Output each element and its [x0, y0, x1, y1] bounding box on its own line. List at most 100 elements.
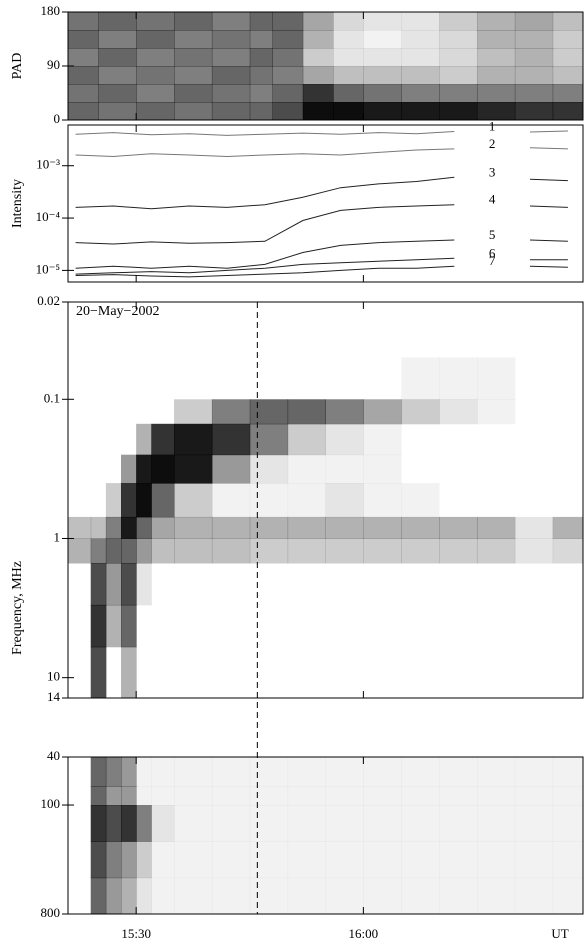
heatmap-cell — [249, 516, 289, 539]
heatmap-cell — [121, 302, 137, 358]
heatmap-cell — [514, 757, 554, 787]
heatmap-cell — [363, 647, 401, 699]
date-annotation: 20−May−2002 — [76, 304, 159, 319]
heatmap-cell — [363, 48, 402, 67]
heatmap-cell — [105, 516, 122, 539]
heatmap-cell — [136, 647, 152, 699]
heatmap-cell — [272, 48, 304, 67]
heatmap-cell — [326, 605, 364, 647]
heatmap-cell — [121, 805, 137, 842]
y-axis-label: PAD — [10, 53, 25, 80]
heatmap-cell — [106, 399, 122, 424]
y-tick-label: 0.02 — [37, 293, 60, 308]
heatmap-cell — [121, 483, 137, 518]
heatmap-cell — [514, 30, 554, 49]
heatmap-cell — [272, 84, 304, 103]
heatmap-cell — [401, 516, 440, 539]
heatmap-cell — [401, 12, 440, 31]
heatmap-cell — [68, 786, 91, 805]
heatmap-cell — [249, 786, 289, 806]
heatmap-cell — [401, 30, 440, 49]
heatmap-cell — [476, 877, 516, 915]
heatmap-cell — [363, 841, 402, 879]
heatmap-cell — [250, 605, 288, 647]
heatmap-cell — [90, 786, 107, 806]
heatmap-cell — [476, 102, 516, 121]
heatmap-cell — [272, 66, 304, 85]
heatmap-cell — [287, 399, 326, 425]
heatmap-cell — [552, 805, 584, 842]
heatmap-cell — [325, 399, 364, 425]
heatmap-cell — [174, 538, 213, 564]
heatmap-cell — [121, 786, 137, 806]
heatmap-cell — [552, 84, 584, 103]
heatmap-cell — [68, 538, 92, 564]
heatmap-cell — [136, 757, 152, 787]
heatmap-cell — [401, 399, 440, 425]
heatmap-cell — [151, 423, 175, 456]
heatmap-cell — [439, 48, 478, 67]
heatmap-cell — [302, 84, 334, 103]
heatmap-cell — [514, 66, 554, 85]
heatmap-cell — [363, 357, 401, 399]
heatmap-cell — [249, 454, 289, 484]
heatmap-cell — [106, 357, 122, 399]
heatmap-cell — [121, 538, 137, 564]
heatmap-cell — [212, 357, 250, 399]
heatmap-cell — [439, 66, 478, 85]
heatmap-cell — [174, 483, 213, 518]
heatmap-cell — [514, 805, 554, 842]
heatmap-cell — [333, 12, 364, 31]
heatmap-cell — [151, 605, 174, 647]
heatmap-cell — [476, 805, 516, 842]
series-label: 7 — [489, 253, 496, 268]
y-tick-label: 10⁻⁴ — [36, 209, 61, 224]
y-axis-label: Intensity — [10, 179, 25, 228]
heatmap-cell — [401, 786, 440, 806]
heatmap-cell — [401, 647, 439, 699]
heatmap-cell — [401, 48, 440, 67]
heatmap-cell — [136, 30, 175, 49]
heatmap-cell — [514, 12, 554, 31]
heatmap-cell — [136, 48, 175, 67]
heatmap-cell — [249, 757, 289, 787]
heatmap-cell — [363, 605, 401, 647]
y-tick-label: 14 — [47, 689, 61, 704]
heatmap-cell — [98, 48, 137, 67]
heatmap-cell — [174, 84, 213, 103]
heatmap-cell — [363, 538, 402, 564]
heatmap-cell — [515, 302, 553, 358]
heatmap-cell — [211, 423, 251, 456]
heatmap-cell — [174, 647, 212, 699]
heatmap-cell — [174, 423, 213, 456]
heatmap-cell — [553, 483, 584, 517]
heatmap-cell — [333, 48, 364, 67]
heatmap-cell — [91, 483, 107, 517]
heatmap-cell — [249, 538, 289, 564]
x-axis-label: UT — [551, 926, 568, 941]
heatmap-cell — [68, 841, 91, 878]
heatmap-cell — [249, 399, 289, 425]
heatmap-cell — [151, 538, 175, 564]
heatmap-cell — [136, 357, 152, 399]
heatmap-cell — [105, 877, 122, 915]
heatmap-cell — [439, 805, 478, 842]
heatmap-cell — [211, 84, 251, 103]
heatmap-cell — [68, 805, 91, 842]
heatmap-cell — [174, 805, 213, 842]
heatmap-cell — [401, 483, 440, 518]
heatmap-cell — [326, 357, 364, 399]
heatmap-cell — [476, 66, 516, 85]
heatmap-cell — [401, 538, 440, 564]
heatmap-cell — [136, 399, 152, 424]
heatmap-cell — [211, 399, 251, 425]
heatmap-cell — [151, 786, 175, 806]
heatmap-cell — [211, 877, 251, 915]
heatmap-cell — [439, 877, 478, 915]
heatmap-cell — [212, 647, 250, 699]
heatmap-cell — [439, 357, 478, 400]
heatmap-cell — [121, 399, 137, 424]
heatmap-cell — [211, 48, 251, 67]
heatmap-cell — [272, 12, 304, 31]
heatmap-cell — [249, 423, 289, 456]
